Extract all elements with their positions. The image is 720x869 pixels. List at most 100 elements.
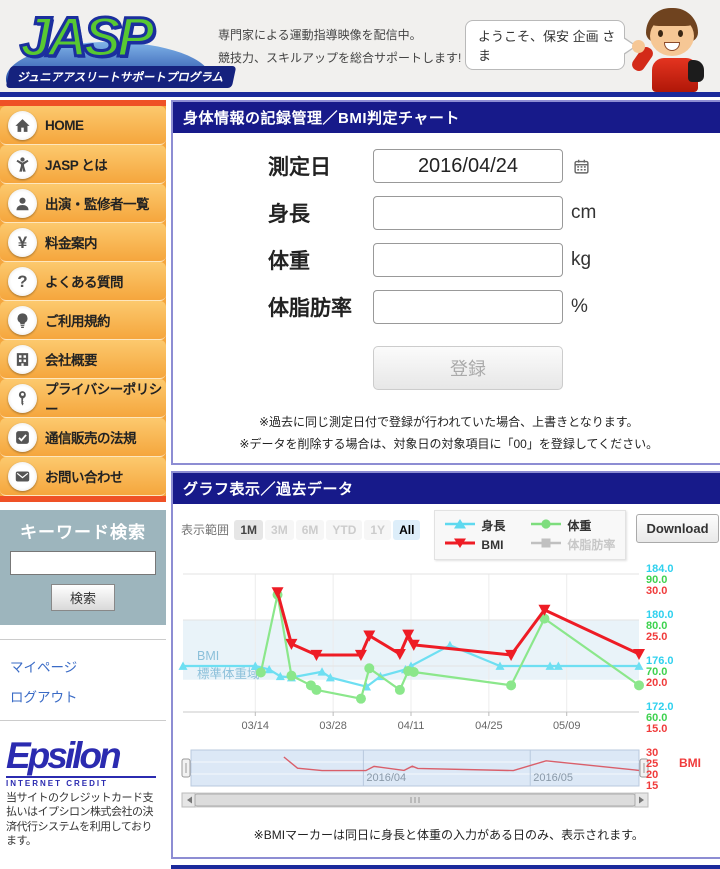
form-note-2: ※データを削除する場合は、対象日の対象項目に「00」を登録してください。 [239,436,659,451]
link-logout[interactable]: ログアウト [10,690,78,705]
calendar-icon[interactable] [573,158,590,175]
logo-title: JASP [18,4,155,70]
body-info-panel: 身体情報の記録管理／BMI判定チャート 測定日身長cm体重kg体脂肪率% 登録 … [171,100,720,466]
sidebar-item-label: プライバシーポリシー [45,382,162,417]
range-button-1y: 1Y [364,520,392,541]
svg-text:176.0: 176.0 [646,655,674,667]
sidebar-item-about[interactable]: JASP とは [0,145,166,184]
download-button[interactable]: Download [636,514,719,544]
svg-text:80.0: 80.0 [646,620,667,632]
sidebar-item-pricing[interactable]: ¥ 料金案内 [0,223,166,262]
bulb-icon [8,305,37,335]
register-button[interactable]: 登録 [373,346,563,390]
unit-label-weight: kg [571,249,592,270]
page-header: JASP ジュニアアスリートサポートプログラム 専門家による運動指導映像を配信中… [0,0,720,92]
legend-label: BMI [481,537,504,552]
legend-item-height[interactable]: 身長 [445,517,505,534]
epsilon-credit-block: Epsilon INTERNET CREDIT 当サイトのクレジットカード支払い… [0,721,166,848]
svg-text:05/09: 05/09 [553,720,581,732]
chart-controls: 表示範囲 1M 3M 6M YTD 1Y All 身長 体重 BMI 体脂肪率 Download [173,504,720,562]
legend-label: 身長 [481,519,506,534]
bmi-line-chart: BMI 標準体重域 03/14 03/28 04/11 04/25 05/09 184.090… [178,563,674,735]
scroll-thumb[interactable] [194,793,636,807]
range-button-all[interactable]: All [393,520,421,541]
range-button-1m[interactable]: 1M [234,520,264,541]
legend-marker-circle [531,518,562,533]
home-icon [8,110,37,140]
legend-label: 体脂肪率 [567,538,616,553]
form-row-bodyfat: 体脂肪率% [268,290,720,324]
legend-marker-square [531,537,562,552]
height-input[interactable] [373,196,563,230]
body-info-form: 測定日身長 cm 体重 kg 体脂肪率% [173,149,720,324]
form-notes: ※過去に同じ測定日付で登録が行われていた場合、上書きとなります。 ※データを削除… [173,412,720,455]
sidebar-item-terms[interactable]: ご利用規約 [0,301,166,340]
tagline-line2: 競技力、スキルアップを総合サポートします! [218,50,462,65]
jasp-logo[interactable]: JASP ジュニアアスリートサポートプログラム [5,4,237,92]
sidebar-item-privacy[interactable]: プライバシーポリシー [0,379,166,418]
account-links: マイページログアウト [0,639,166,721]
svg-text:25.0: 25.0 [646,631,667,643]
legend-item-bmi[interactable]: BMI [445,536,505,553]
question-icon: ? [8,266,37,296]
key-icon [8,383,37,413]
field-label-bodyfat: 体脂肪率 [268,297,352,320]
unit-label-bodyfat: % [571,296,588,317]
site-tagline: 専門家による運動指導映像を配信中。 競技力、スキルアップを総合サポートします! [218,24,461,70]
form-row-date: 測定日 [268,149,720,183]
svg-text:標準体重域: 標準体重域 [197,666,260,681]
sidebar-item-label: 通信販売の法規 [45,431,137,446]
legend-marker-triangle-up [445,518,476,533]
svg-text:BMI: BMI [197,649,219,663]
sidebar-item-label: 料金案内 [45,236,98,251]
range-selector: 表示範囲 1M 3M 6M YTD 1Y All [181,520,421,541]
sidebar-item-company[interactable]: 会社概要 [0,340,166,379]
sidebar-item-label: JASP とは [45,158,108,173]
range-button-ytd: YTD [326,520,363,541]
yen-icon: ¥ [8,227,37,257]
svg-text:180.0: 180.0 [646,609,674,621]
navigator-handle-left[interactable] [181,758,191,778]
svg-text:2016/05: 2016/05 [533,772,573,784]
mail-icon [8,461,37,491]
svg-text:30: 30 [646,747,658,759]
graph-note: ※BMIマーカーは同日に身長と体重の入力がある日のみ、表示されます。 [253,828,644,843]
keyword-search-box: キーワード検索 検索 [0,510,166,625]
sidebar-item-label: HOME [45,117,84,133]
form-row-weight: 体重 kg [268,243,720,277]
bodyfat-input[interactable] [373,290,563,324]
legend-item-weight[interactable]: 体重 [531,517,615,534]
svg-text:25: 25 [646,758,658,770]
date-input[interactable] [373,149,563,183]
graph-panel: グラフ表示／過去データ 表示範囲 1M 3M 6M YTD 1Y All 身長 体重 BMI 体… [171,471,720,860]
building-icon [8,344,37,374]
logo-subtitle: ジュニアアスリートサポートプログラム [5,66,237,88]
user-icon [8,188,37,218]
sidebar-item-home[interactable]: HOME [0,106,166,145]
user-avatar [629,8,712,92]
sidebar-item-cast[interactable]: 出演・監修者一覧 [0,184,166,223]
epsilon-note: 当サイトのクレジットカード支払いはイプシロン株式会社の決済代行システムを利用して… [6,792,154,847]
legend-marker-triangle-down [445,537,476,552]
sidebar-item-contact[interactable]: お問い合わせ [0,457,166,496]
person-icon [8,149,37,179]
svg-text:90.0: 90.0 [646,574,667,586]
sidebar-item-law[interactable]: 通信販売の法規 [0,418,166,457]
weight-input[interactable] [373,243,563,277]
svg-text:04/11: 04/11 [398,720,425,732]
search-button[interactable]: 検索 [50,584,115,611]
sidebar-item-faq[interactable]: ? よくある質問 [0,262,166,301]
legend-label: 体重 [567,519,592,534]
search-input[interactable] [10,551,156,575]
svg-text:172.0: 172.0 [646,701,674,713]
link-mypage[interactable]: マイページ [10,660,78,675]
scroll-left-arrow[interactable] [181,792,196,808]
form-note-1: ※過去に同じ測定日付で登録が行われていた場合、上書きとなります。 [259,415,639,429]
range-label: 表示範囲 [181,523,230,538]
svg-text:20.0: 20.0 [646,677,667,689]
scroll-right-arrow[interactable] [634,792,649,808]
svg-text:15: 15 [646,780,658,792]
legend-item-bodyfat[interactable]: 体脂肪率 [531,536,615,553]
svg-text:60.0: 60.0 [646,712,667,724]
epsilon-logo: Epsilon [6,735,122,776]
